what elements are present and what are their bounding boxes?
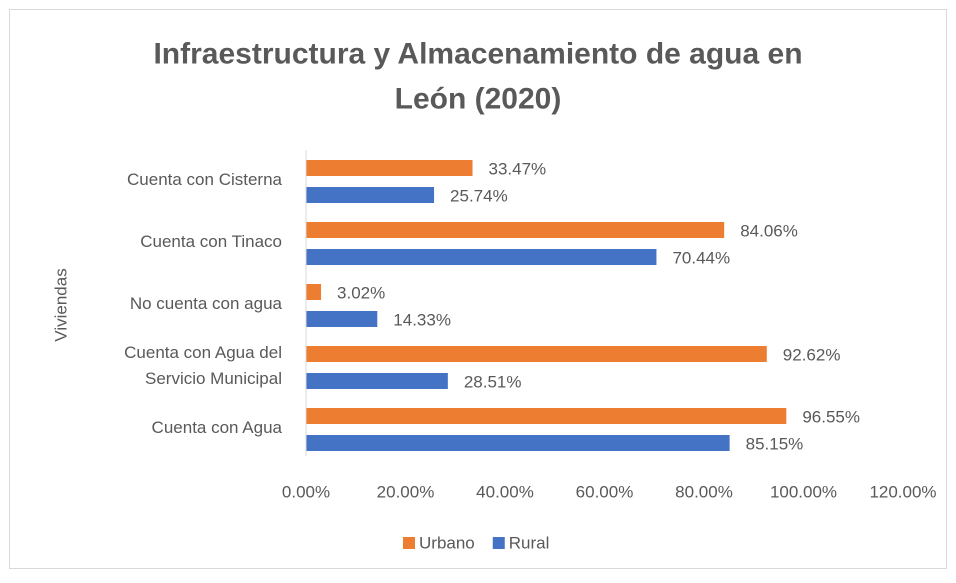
y-axis-label: Viviendas bbox=[51, 268, 70, 341]
y-tick-label: No cuenta con agua bbox=[130, 294, 283, 313]
y-tick-label: Cuenta con Agua bbox=[152, 418, 283, 437]
data-label: 14.33% bbox=[393, 310, 451, 329]
legend-swatch bbox=[403, 537, 415, 549]
bar bbox=[306, 311, 378, 327]
chart-title: Infraestructura y Almacenamiento de agua… bbox=[153, 37, 802, 115]
x-tick-label: 120.00% bbox=[869, 482, 936, 501]
data-label: 28.51% bbox=[464, 372, 522, 391]
legend-label: Urbano bbox=[419, 533, 475, 552]
data-label: 25.74% bbox=[450, 186, 508, 205]
legend-swatch bbox=[492, 537, 505, 549]
x-tick-label: 0.00% bbox=[282, 482, 330, 501]
data-label: 92.62% bbox=[783, 345, 841, 364]
bar bbox=[306, 435, 730, 451]
x-tick-label: 60.00% bbox=[576, 482, 634, 501]
legend-label: Rural bbox=[509, 533, 550, 552]
y-tick-label: Cuenta con Cisterna bbox=[127, 170, 283, 189]
x-tick-label: 100.00% bbox=[770, 482, 837, 501]
data-label: 3.02% bbox=[337, 283, 385, 302]
data-label: 33.47% bbox=[489, 159, 547, 178]
data-label: 70.44% bbox=[672, 248, 730, 267]
y-tick-label: Cuenta con Tinaco bbox=[140, 232, 282, 251]
bar bbox=[306, 249, 657, 265]
x-tick-label: 40.00% bbox=[476, 482, 534, 501]
bar bbox=[306, 222, 725, 238]
data-label: 96.55% bbox=[802, 407, 860, 426]
bar bbox=[306, 408, 787, 424]
bar bbox=[306, 284, 322, 300]
bar bbox=[306, 346, 767, 362]
bar bbox=[306, 373, 448, 389]
y-tick-label: Cuenta con Agua del Servicio Municipal bbox=[124, 343, 282, 388]
data-label: 85.15% bbox=[746, 434, 804, 453]
bar bbox=[306, 187, 435, 203]
bar bbox=[306, 160, 473, 176]
x-tick-label: 80.00% bbox=[675, 482, 733, 501]
x-tick-label: 20.00% bbox=[377, 482, 435, 501]
data-label: 84.06% bbox=[740, 221, 798, 240]
chart-border bbox=[9, 9, 947, 569]
